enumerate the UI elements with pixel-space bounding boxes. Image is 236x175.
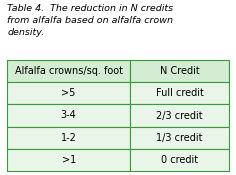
Text: Table 4.  The reduction in N credits
from alfalfa based on alfalfa crown
density: Table 4. The reduction in N credits from…	[7, 4, 173, 37]
Text: Full credit: Full credit	[156, 88, 203, 99]
Bar	[7, 149, 130, 171]
Bar	[7, 60, 130, 82]
Bar	[130, 127, 229, 149]
Bar	[7, 104, 130, 127]
Text: Alfalfa crowns/sq. foot: Alfalfa crowns/sq. foot	[15, 66, 123, 76]
Text: 1-2: 1-2	[61, 132, 76, 143]
Bar	[130, 104, 229, 127]
Text: 3-4: 3-4	[61, 110, 76, 121]
Text: N Credit: N Credit	[160, 66, 199, 76]
Bar	[7, 127, 130, 149]
Text: 2/3 credit: 2/3 credit	[156, 110, 203, 121]
Text: >1: >1	[62, 155, 76, 165]
Bar	[7, 82, 130, 104]
Bar	[130, 60, 229, 82]
Text: >5: >5	[61, 88, 76, 99]
Text: 1/3 credit: 1/3 credit	[156, 132, 203, 143]
Bar	[130, 149, 229, 171]
Bar	[130, 82, 229, 104]
Text: 0 credit: 0 credit	[161, 155, 198, 165]
